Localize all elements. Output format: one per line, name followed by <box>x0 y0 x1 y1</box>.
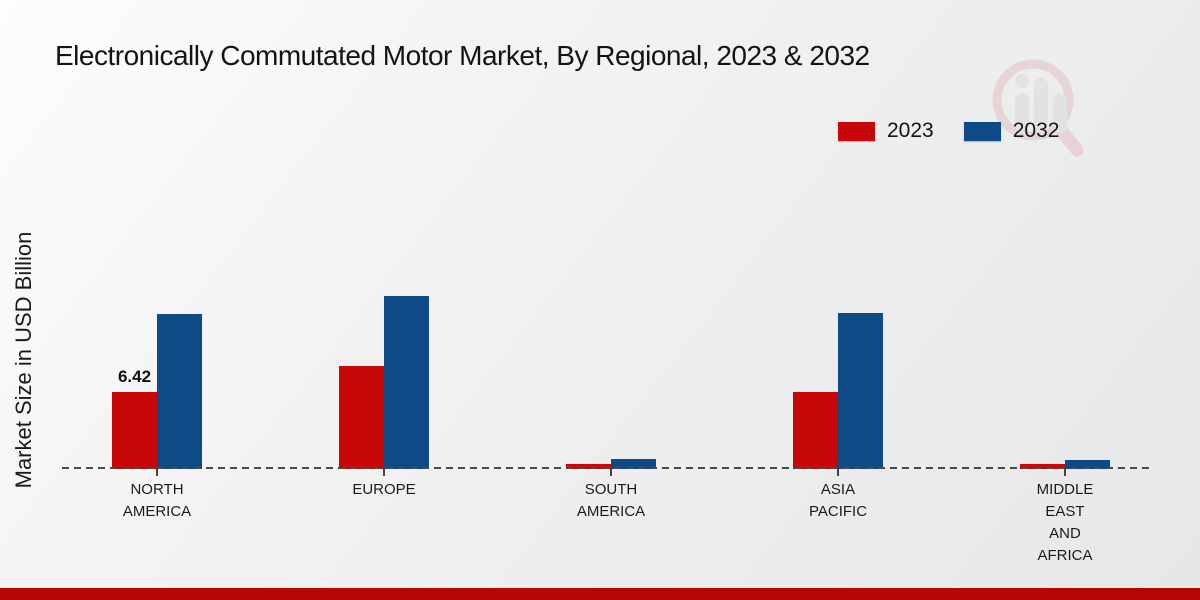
y-axis-label: Market Size in USD Billion <box>11 231 36 489</box>
bar-2023-asia-pacific <box>793 392 838 469</box>
legend-swatch-2023 <box>838 121 875 141</box>
x-axis-category-label-middle-east-and-africa: MIDDLE EAST AND AFRICA <box>1036 481 1094 564</box>
legend-item-2032: 2032 <box>963 119 1060 143</box>
x-axis-category-label-south-america: SOUTH AMERICA <box>576 481 646 520</box>
bar-2032-north-america <box>157 314 202 469</box>
x-axis-tick-south-america <box>610 469 612 476</box>
x-axis-category-label-north-america: NORTH AMERICA <box>122 481 192 520</box>
legend: 2023 2032 <box>838 119 1059 143</box>
legend-swatch-2032 <box>963 121 1001 141</box>
legend-item-2023: 2023 <box>838 119 934 143</box>
bar-2023-europe <box>339 365 384 469</box>
x-axis-tick-middle-east-and-africa <box>1064 469 1066 476</box>
footer-accent-bar <box>0 588 1200 600</box>
x-axis-category-label-europe: EUROPE <box>352 481 416 498</box>
legend-label-2023: 2023 <box>887 119 934 142</box>
x-axis-tick-north-america <box>156 469 158 476</box>
plot-area: 6.42 NORTH AMERICA EUROPE SOUTH AMERICA ASIA… <box>62 100 1152 564</box>
bar-2032-asia-pacific <box>838 313 883 469</box>
bar-2032-south-america <box>611 458 656 469</box>
legend-label-2032: 2032 <box>1012 119 1060 142</box>
chart-title: Electronically Commutated Motor Market, … <box>55 40 870 71</box>
bar-value-label-2023-north-america: 6.42 <box>117 366 152 386</box>
bar-2023-north-america <box>112 391 157 469</box>
bar-2032-middle-east-and-africa <box>1065 460 1110 469</box>
x-axis-category-label-asia-pacific: ASIA PACIFIC <box>808 481 868 520</box>
x-axis-tick-europe <box>383 469 385 476</box>
bar-2032-europe <box>384 296 429 469</box>
bar-2023-middle-east-and-africa <box>1020 464 1065 469</box>
bar-2023-south-america <box>566 463 611 469</box>
x-axis-baseline <box>62 467 1152 469</box>
watermark-logo-icon <box>992 59 1084 157</box>
x-axis-tick-asia-pacific <box>837 469 839 476</box>
